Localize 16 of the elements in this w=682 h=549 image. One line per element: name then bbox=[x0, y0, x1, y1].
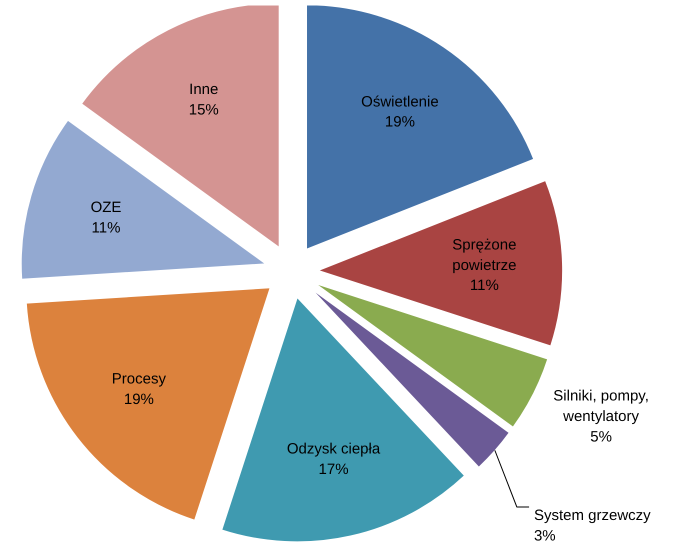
data-label: 11% bbox=[92, 219, 120, 236]
slice-label: Sprężone powietrze bbox=[452, 236, 516, 274]
data-label: 17% bbox=[318, 461, 349, 478]
data-label: 3% bbox=[534, 527, 556, 544]
slice-label: Inne bbox=[189, 80, 218, 98]
slice-label: Odzysk ciepła bbox=[286, 440, 381, 458]
data-label: 5% bbox=[590, 428, 612, 446]
slice-label: Procesy bbox=[112, 370, 166, 388]
slice-label: System grzewczy bbox=[534, 507, 652, 524]
data-label: 11% bbox=[470, 277, 499, 294]
data-label: 19% bbox=[124, 391, 154, 408]
slice-label: OZE bbox=[90, 198, 122, 216]
data-label: 15% bbox=[188, 101, 219, 118]
data-label: 19% bbox=[384, 114, 415, 131]
slice-label: Oświetlenie bbox=[361, 93, 439, 110]
slice-label: Silniki, pompy, wentylatory bbox=[553, 387, 649, 425]
